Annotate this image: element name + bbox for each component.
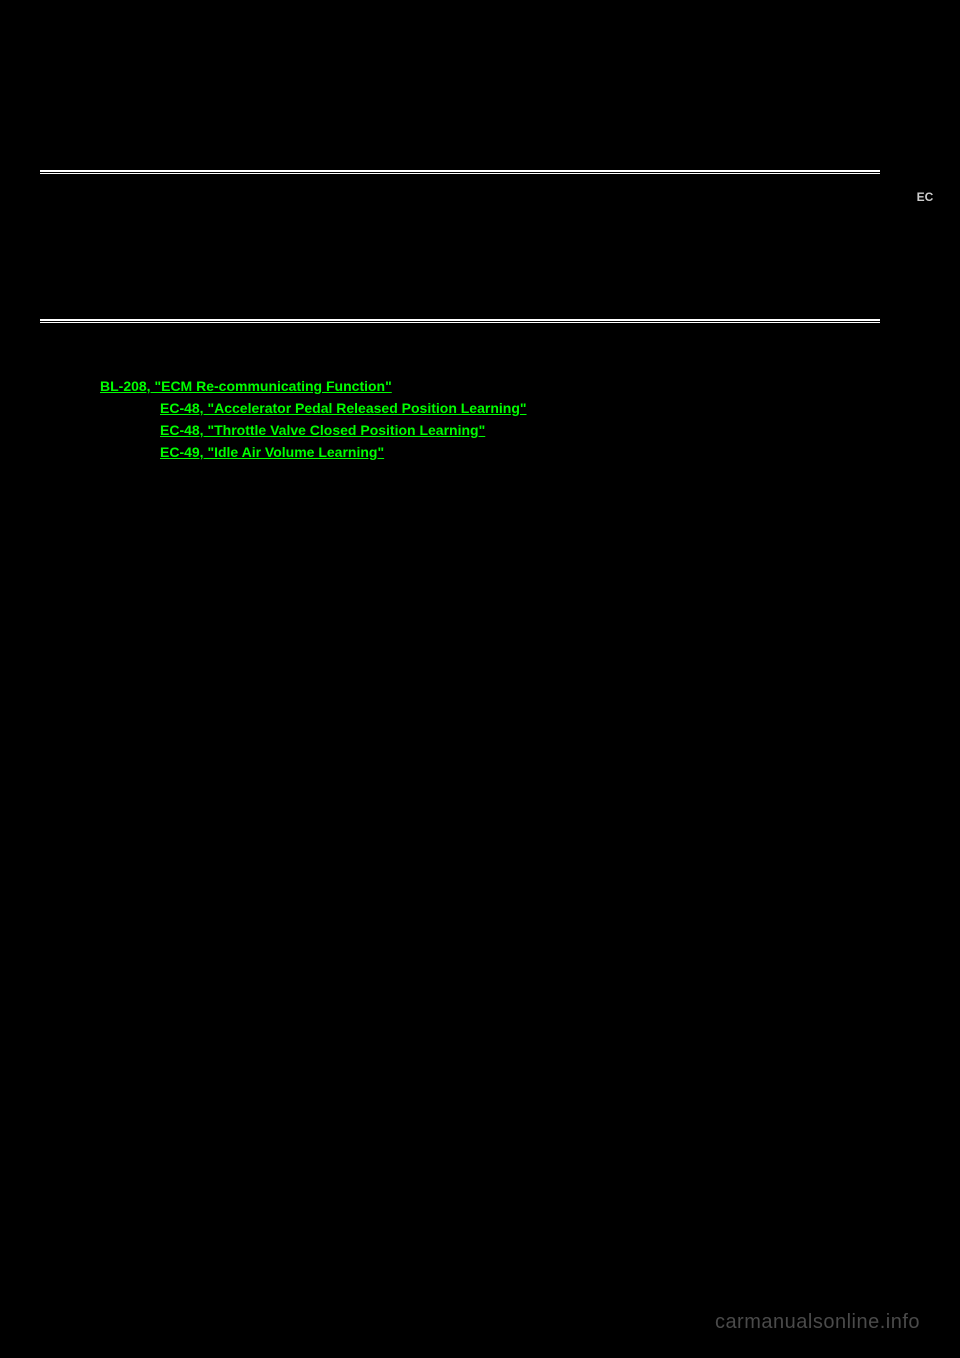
nav-item-d[interactable]: D [915, 290, 935, 304]
nav-item-a[interactable]: A [915, 140, 935, 154]
links-block: BL-208, "ECM Re-communicating Function" … [40, 378, 880, 460]
link-row: BL-208, "ECM Re-communicating Function" [100, 378, 880, 394]
link-row: EC-49, "Idle Air Volume Learning" [100, 444, 880, 460]
main-content: BL-208, "ECM Re-communicating Function" … [40, 170, 880, 466]
nav-item-g[interactable]: G [915, 440, 935, 454]
link-row: EC-48, "Accelerator Pedal Released Posit… [100, 400, 880, 416]
nav-item-h[interactable]: H [915, 490, 935, 504]
nav-item-i[interactable]: I [915, 540, 935, 554]
link-ec-49-idle[interactable]: EC-49, "Idle Air Volume Learning" [160, 444, 384, 460]
nav-item-k[interactable]: K [915, 640, 935, 654]
nav-item-f[interactable]: F [915, 390, 935, 404]
section-rule-mid [40, 319, 880, 323]
watermark: carmanualsonline.info [715, 1311, 920, 1334]
link-bl-208[interactable]: BL-208, "ECM Re-communicating Function" [100, 378, 392, 394]
section-rule-top [40, 170, 880, 174]
nav-item-m[interactable]: M [915, 740, 935, 754]
link-row: EC-48, "Throttle Valve Closed Position L… [100, 422, 880, 438]
nav-item-l[interactable]: L [915, 690, 935, 704]
link-ec-48-accel[interactable]: EC-48, "Accelerator Pedal Released Posit… [160, 400, 527, 416]
nav-item-e[interactable]: E [915, 340, 935, 354]
nav-item-ec[interactable]: EC [915, 190, 935, 204]
link-ec-48-throttle[interactable]: EC-48, "Throttle Valve Closed Position L… [160, 422, 485, 438]
nav-item-c[interactable]: C [915, 240, 935, 254]
nav-item-j[interactable]: J [915, 590, 935, 604]
side-navigation: A EC C D E F G H I J K L M [915, 140, 935, 754]
